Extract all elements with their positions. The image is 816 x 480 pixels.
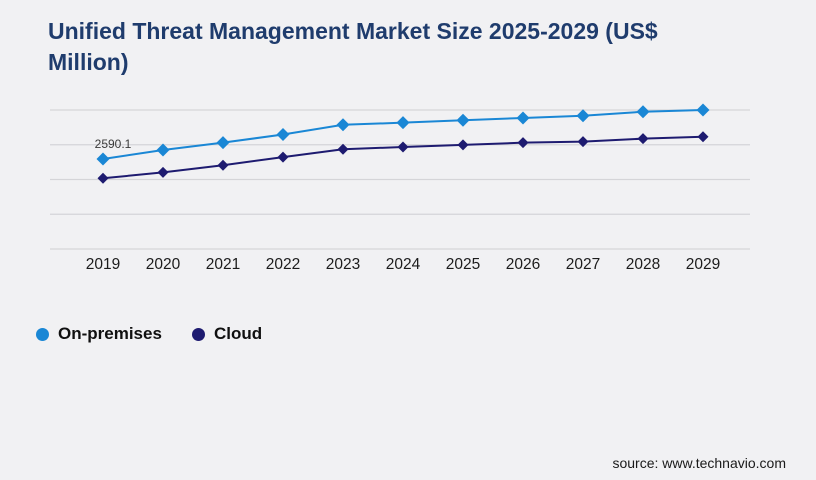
x-axis-tick-label: 2023 (326, 256, 360, 273)
x-axis-tick-label: 2028 (626, 256, 660, 273)
on-premises-legend-swatch-icon (36, 327, 49, 341)
data-point-marker-on-premises[interactable] (396, 116, 410, 130)
legend-label: Cloud (213, 324, 263, 343)
chart-title-line2: Million) (48, 49, 129, 75)
data-point-marker-on-premises[interactable] (516, 111, 530, 125)
x-axis-tick-label: 2020 (146, 256, 181, 273)
legend-item-cloud[interactable]: Cloud (191, 324, 263, 344)
data-point-marker-cloud[interactable] (697, 131, 709, 143)
x-axis-tick-label: 2024 (386, 256, 421, 273)
data-point-marker-cloud[interactable] (97, 172, 109, 184)
data-point-marker-cloud[interactable] (337, 143, 349, 155)
data-point-marker-cloud[interactable] (577, 136, 589, 148)
chart-title-line1: Unified Threat Management Market Size 20… (48, 18, 658, 44)
x-axis-tick-label: 2029 (686, 256, 720, 273)
source-attribution: source: www.technavio.com (612, 455, 786, 471)
x-axis-tick-label: 2026 (506, 256, 540, 273)
data-point-marker-cloud[interactable] (457, 139, 469, 151)
data-point-marker-on-premises[interactable] (96, 152, 110, 166)
data-point-value-label: 2590.1 (95, 137, 132, 151)
data-point-marker-on-premises[interactable] (216, 136, 230, 150)
data-point-marker-on-premises[interactable] (276, 127, 290, 141)
x-axis-tick-label: 2021 (206, 256, 240, 273)
data-point-marker-cloud[interactable] (277, 151, 289, 163)
x-axis-tick-label: 2025 (446, 256, 480, 273)
legend-item-on-premises[interactable]: On-premises (36, 324, 162, 344)
chart-legend: On-premises Cloud (36, 324, 262, 344)
cloud-legend-swatch-icon (191, 327, 205, 341)
data-point-marker-on-premises[interactable] (636, 105, 650, 119)
x-axis-tick-label: 2022 (266, 256, 300, 273)
data-point-marker-on-premises[interactable] (456, 113, 470, 127)
data-point-marker-cloud[interactable] (157, 166, 169, 178)
data-point-marker-cloud[interactable] (397, 141, 409, 153)
data-point-marker-on-premises[interactable] (156, 143, 170, 157)
legend-label: On-premises (58, 324, 162, 343)
x-axis-tick-label: 2027 (566, 256, 600, 273)
data-point-marker-on-premises[interactable] (336, 118, 350, 132)
chart-title: Unified Threat Management Market Size 20… (48, 16, 798, 78)
x-axis-tick-label: 2019 (86, 256, 120, 273)
data-point-marker-on-premises[interactable] (696, 103, 710, 117)
data-point-marker-cloud[interactable] (217, 159, 229, 171)
data-point-marker-cloud[interactable] (637, 133, 649, 145)
data-point-marker-cloud[interactable] (517, 137, 529, 149)
data-point-marker-on-premises[interactable] (576, 109, 590, 123)
